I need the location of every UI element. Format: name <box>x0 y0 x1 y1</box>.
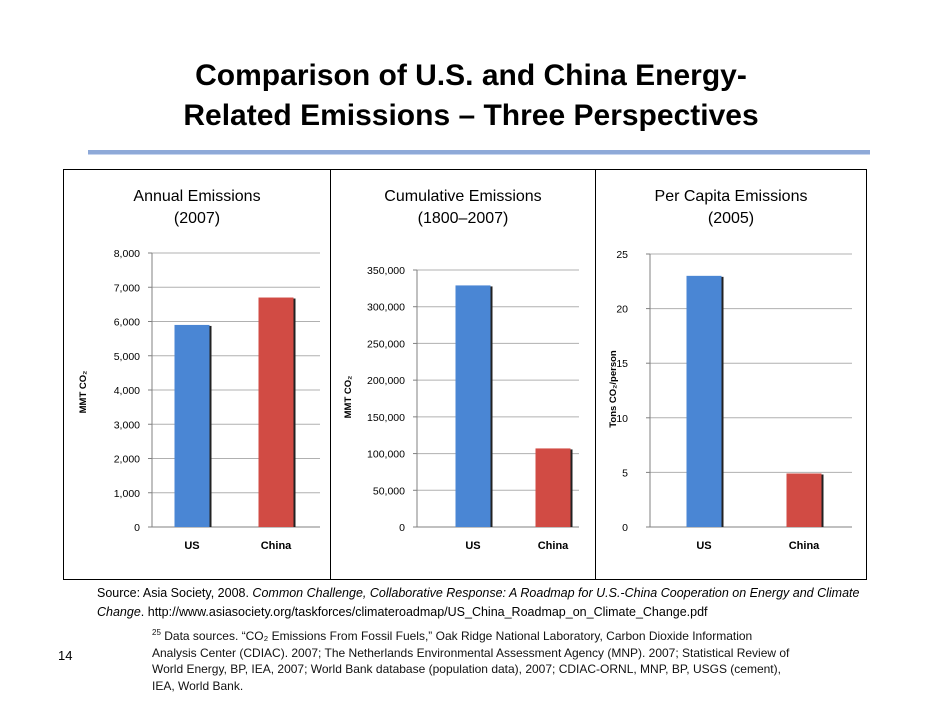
bar-us <box>455 285 491 527</box>
y-tick-label: 100,000 <box>367 449 405 461</box>
y-tick-label: 350,000 <box>367 265 405 277</box>
chart-cumulative-emissions: Cumulative Emissions (1800–2007) 0 50,000 10… <box>343 188 579 552</box>
slide-title-line1: Comparison of U.S. and China Energy- <box>195 59 747 92</box>
y-tick-label: 25 <box>616 249 628 261</box>
y-tick-label: 20 <box>616 304 628 316</box>
y-tick-label: 10 <box>616 413 628 425</box>
y-tick-label: 5,000 <box>114 351 140 363</box>
chart-subtitle: (2005) <box>708 210 754 227</box>
y-tick-label: 15 <box>616 358 628 370</box>
y-tick-label: 300,000 <box>367 302 405 314</box>
chart-subtitle: (2007) <box>174 210 220 227</box>
chart-annual-emissions: Annual Emissions (2007) 0 1,000 2,000 3,000 4,… <box>78 188 320 552</box>
y-tick-label: 250,000 <box>367 338 405 350</box>
y-tick-label: 4,000 <box>114 385 140 397</box>
x-category-label: US <box>696 540 711 552</box>
source-url: . http://www.asiasociety.org/taskforces/… <box>140 605 708 619</box>
charts-frame <box>63 169 867 580</box>
bar-us <box>174 324 210 527</box>
y-tick-label: 0 <box>399 522 405 534</box>
chart-title: Annual Emissions <box>133 188 260 205</box>
y-tick-label: 7,000 <box>114 282 140 294</box>
chart-per-capita-emissions: Per Capita Emissions (2005) 0 5 10 15 20 25 Tons… <box>608 188 852 552</box>
footnote-text: Data sources. “CO₂ Emissions From Fossil… <box>152 629 790 693</box>
chart-subtitle: (1800–2007) <box>418 210 509 227</box>
y-tick-label: 200,000 <box>367 375 405 387</box>
y-tick-label: 0 <box>134 522 140 534</box>
slide-title-line2: Related Emissions – Three Perspectives <box>183 99 759 132</box>
x-category-label: China <box>261 540 292 552</box>
y-tick-label: 5 <box>622 467 628 479</box>
chart-title: Per Capita Emissions <box>655 188 808 205</box>
slide-title: Comparison of U.S. and China Energy- Rel… <box>0 56 942 136</box>
slide-number: 14 <box>58 648 73 663</box>
y-tick-label: 150,000 <box>367 412 405 424</box>
bar-us <box>686 275 722 527</box>
y-tick-label: 3,000 <box>114 419 140 431</box>
x-category-label: US <box>465 540 480 552</box>
x-category-label: China <box>789 540 820 552</box>
source-report-title: Common Challenge, Collaborative Response… <box>97 586 860 619</box>
x-category-label: China <box>538 540 569 552</box>
y-tick-label: 6,000 <box>114 317 140 329</box>
panel-divider <box>595 169 596 580</box>
y-axis-label: MMT CO₂ <box>343 376 354 419</box>
panel-divider <box>330 169 331 580</box>
y-tick-label: 1,000 <box>114 488 140 500</box>
bar-china <box>535 448 571 527</box>
y-tick-label: 8,000 <box>114 248 140 260</box>
bar-china <box>786 473 822 527</box>
footnote: 25 Data sources. “CO₂ Emissions From Fos… <box>152 625 792 694</box>
y-tick-label: 50,000 <box>373 485 405 497</box>
y-tick-label: 0 <box>622 522 628 534</box>
bar-china <box>258 297 294 527</box>
source-citation: Source: Asia Society, 2008. Common Chall… <box>97 584 867 622</box>
chart-title: Cumulative Emissions <box>384 188 541 205</box>
footnote-number: 25 <box>152 628 161 637</box>
y-tick-label: 2,000 <box>114 454 140 466</box>
x-category-label: US <box>184 540 199 552</box>
title-underline <box>88 150 870 155</box>
y-axis-label: Tons CO₂/person <box>608 350 619 428</box>
source-prefix: Source: Asia Society, 2008. <box>97 586 253 600</box>
y-axis-label: MMT CO₂ <box>78 371 89 414</box>
